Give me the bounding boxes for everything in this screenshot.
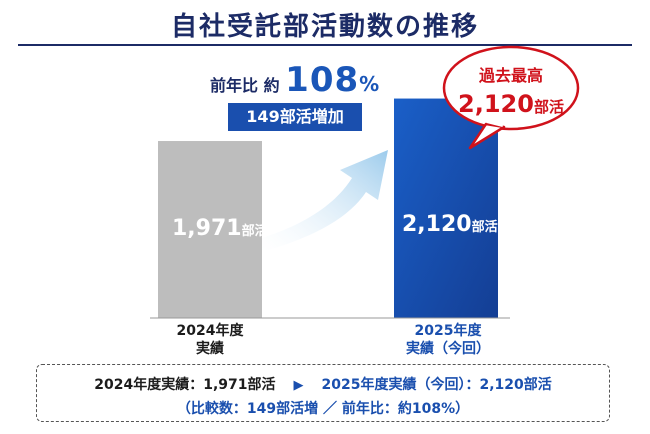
bar-value-label-2025: 2,120部活 xyxy=(402,212,498,237)
record-bubble: 過去最高 2,120部活 xyxy=(446,62,576,118)
summary-box: 2024年度実績：1,971部活 ▶ 2025年度実績（今回）：2,120部活 （比… xyxy=(36,364,610,422)
summary-detail: （比較数：149部活増 ／ 前年比：約108%） xyxy=(176,401,470,417)
yoy-unit: % xyxy=(359,72,380,96)
bar-value: 2,120 xyxy=(402,212,472,237)
summary-current: 2025年度実績（今回）：2,120部活 xyxy=(321,377,552,393)
title-underline xyxy=(18,44,632,46)
record-unit: 部活 xyxy=(533,98,564,116)
category-line: 2025年度 xyxy=(414,323,482,339)
chart-title: 自社受託部活動数の推移 xyxy=(170,12,479,42)
category-label-2024: 2024年度 実績 xyxy=(140,322,280,358)
category-line: 2024年度 xyxy=(176,323,244,339)
record-bubble-shape xyxy=(442,45,580,150)
summary-prev: 2024年度実績：1,971部活 xyxy=(94,377,276,393)
yoy-prefix: 前年比 約 xyxy=(210,76,280,95)
bar-2024 xyxy=(158,141,262,318)
record-value: 2,120 xyxy=(458,90,534,118)
category-line: 実績 xyxy=(196,341,224,357)
bar-value-label-2024: 1,971部活 xyxy=(172,216,268,241)
bar-unit: 部活 xyxy=(241,224,268,239)
summary-row-main: 2024年度実績：1,971部活 ▶ 2025年度実績（今回）：2,120部活 xyxy=(37,374,609,394)
yoy-value: 108 xyxy=(285,60,360,100)
record-label: 過去最高 xyxy=(478,66,543,85)
bar-unit: 部活 xyxy=(471,220,498,235)
category-label-2025: 2025年度 実績（今回） xyxy=(378,322,518,358)
arrow-right-icon: ▶ xyxy=(293,378,304,393)
yoy-label: 前年比 約 108% xyxy=(210,60,379,100)
bar-value: 1,971 xyxy=(172,216,242,241)
category-line: 実績（今回） xyxy=(406,341,490,357)
increase-badge: 149部活増加 xyxy=(228,103,362,131)
growth-arrow xyxy=(262,150,388,252)
